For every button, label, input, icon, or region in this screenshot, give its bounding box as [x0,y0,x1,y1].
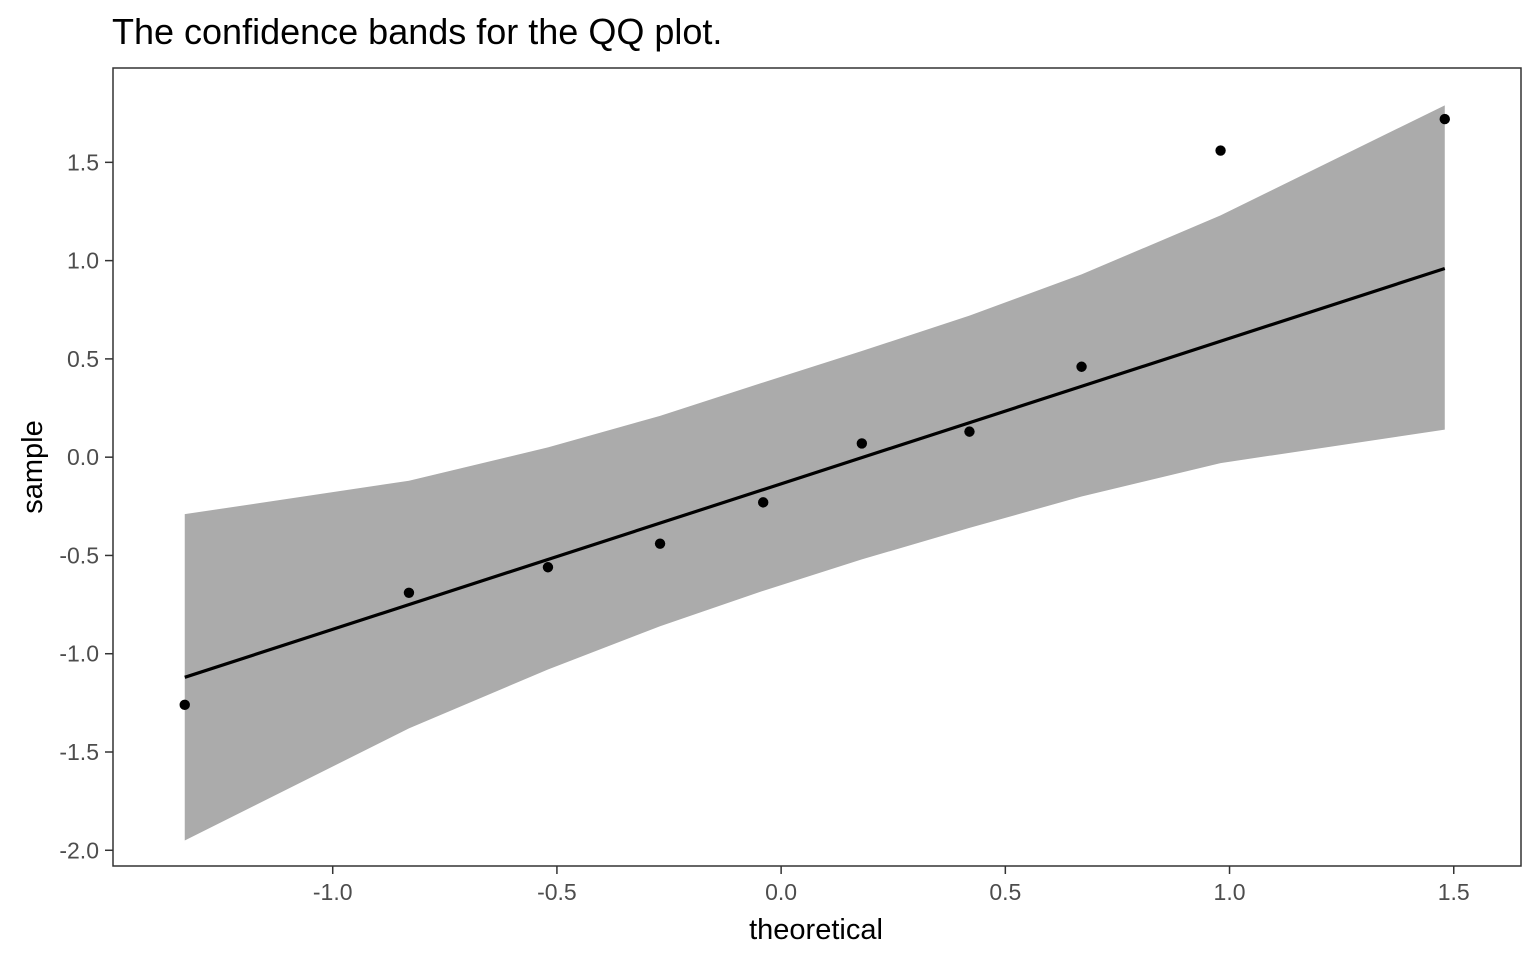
x-tick-label: 1.0 [1214,879,1246,905]
reference-line [184,266,1446,679]
data-point [1215,145,1226,156]
y-tick-label: 1.5 [67,149,99,175]
y-tick-label: -0.5 [59,542,99,568]
x-tick-label: -1.0 [313,879,353,905]
data-point [403,587,415,598]
x-tick-label: 1.5 [1438,879,1470,905]
data-point [654,538,666,549]
x-tick-label: -0.5 [537,879,577,905]
y-axis-title: sample [17,420,49,514]
y-axis: -2.0 -1.5 -1.0 -0.5 0.0 0.5 1.0 1.5 [59,149,113,863]
y-tick-label: 1.0 [67,248,99,274]
reference-line-layer [184,266,1446,679]
sample-points-layer [179,113,1450,711]
data-point [964,426,975,437]
data-point [179,699,190,711]
data-point [1076,361,1087,372]
panel-border [112,67,1522,867]
y-tick-label: -2.0 [59,837,99,863]
x-tick-label: 0.0 [765,879,797,905]
x-axis: -1.0 -0.5 0.0 0.5 1.0 1.5 [313,866,1470,905]
data-point [757,497,769,508]
data-point [1439,113,1450,125]
y-tick-label: 0.0 [67,444,99,470]
y-tick-label: -1.0 [59,641,99,667]
data-point [542,562,554,573]
x-axis-title: theoretical [749,914,883,946]
data-point [856,438,868,449]
y-tick-label: -1.5 [59,739,99,765]
x-tick-label: 0.5 [989,879,1021,905]
chart-title: The confidence bands for the QQ plot. [112,11,722,52]
y-tick-label: 0.5 [67,346,99,372]
